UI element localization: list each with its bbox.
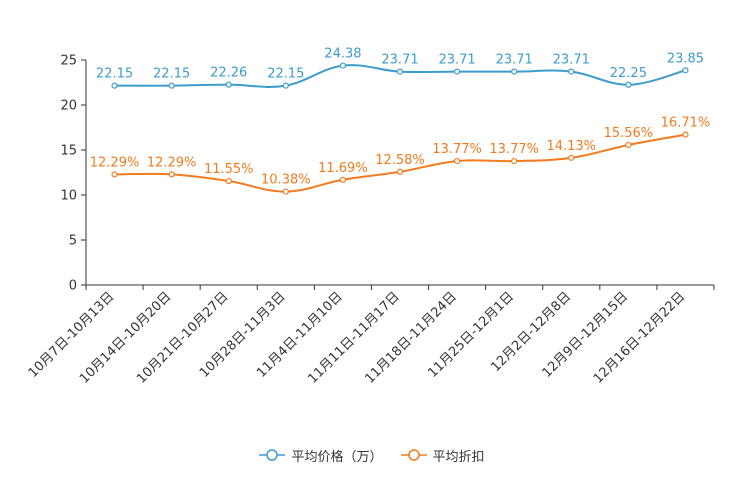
legend-swatch-discount [400, 449, 427, 461]
data-point [339, 176, 347, 183]
data-label: 23.71 [438, 53, 475, 68]
data-label: 22.26 [210, 66, 247, 81]
data-label: 24.38 [324, 47, 361, 62]
legend-marker-price [266, 449, 279, 461]
data-point [568, 154, 575, 161]
data-label: 22.15 [153, 67, 190, 82]
data-point [453, 157, 461, 165]
data-label: 10.38% [261, 173, 311, 188]
data-point [511, 68, 518, 75]
legend: 平均价格（万） 平均折扣 [0, 444, 744, 466]
data-point [682, 67, 689, 74]
series-line [114, 64, 686, 88]
data-point [625, 141, 632, 149]
data-label: 13.77% [432, 142, 482, 157]
y-tick-label: 25 [60, 54, 77, 69]
data-point [225, 81, 232, 88]
series-0: 22.15 22.15 22.26 22.15 24.38 23.71 23.71 23.71… [96, 47, 704, 89]
y-tick-label: 20 [60, 99, 77, 114]
data-label: 23.71 [496, 53, 533, 68]
data-point [682, 131, 689, 138]
data-label: 23.85 [667, 51, 704, 66]
data-label: 15.56% [604, 126, 654, 141]
data-label: 22.25 [610, 66, 647, 81]
data-point [511, 157, 518, 165]
series-1: 12.29% 12.29% 11.55% 10.38% 11.69% 12.58% 13.7… [90, 116, 711, 195]
legend-label-discount: 平均折扣 [432, 449, 485, 465]
series-layer: 22.15 22.15 22.26 22.15 24.38 23.71 23.71 23.71… [90, 47, 710, 195]
data-point [168, 82, 175, 89]
data-point [396, 168, 404, 175]
y-tick-label: 0 [69, 279, 77, 294]
data-label: 12.29% [147, 155, 197, 170]
data-point [225, 177, 232, 185]
data-point [453, 68, 461, 75]
data-label: 22.15 [267, 67, 304, 82]
data-label: 11.69% [318, 161, 368, 176]
legend-swatch-price [259, 449, 286, 461]
data-label: 11.55% [204, 162, 254, 177]
data-point [568, 68, 575, 75]
data-point [168, 171, 175, 178]
legend-marker-discount [407, 449, 420, 461]
data-point [111, 82, 118, 89]
legend-item-price[interactable]: 平均价格（万） [259, 446, 383, 465]
data-point [396, 68, 404, 75]
legend-label-price: 平均价格（万） [291, 449, 383, 465]
data-point [339, 62, 347, 69]
y-tick-label: 15 [60, 144, 77, 159]
data-label: 16.71% [661, 116, 711, 131]
axes: 051015202510月7日-10月13日10月14日-10月20日10月21… [26, 54, 715, 387]
data-point [111, 171, 118, 178]
data-label: 23.71 [553, 53, 590, 68]
data-label: 23.71 [381, 53, 418, 68]
data-label: 13.77% [489, 142, 539, 157]
data-label: 12.58% [375, 153, 425, 168]
data-point [282, 82, 289, 89]
y-tick-label: 10 [60, 189, 77, 204]
legend-item-discount[interactable]: 平均折扣 [400, 446, 485, 465]
data-label: 14.13% [546, 139, 596, 154]
data-point [625, 81, 632, 88]
y-tick-label: 5 [69, 234, 77, 249]
data-point [282, 188, 289, 195]
data-label: 22.15 [96, 67, 133, 82]
data-label: 12.29% [90, 155, 140, 170]
